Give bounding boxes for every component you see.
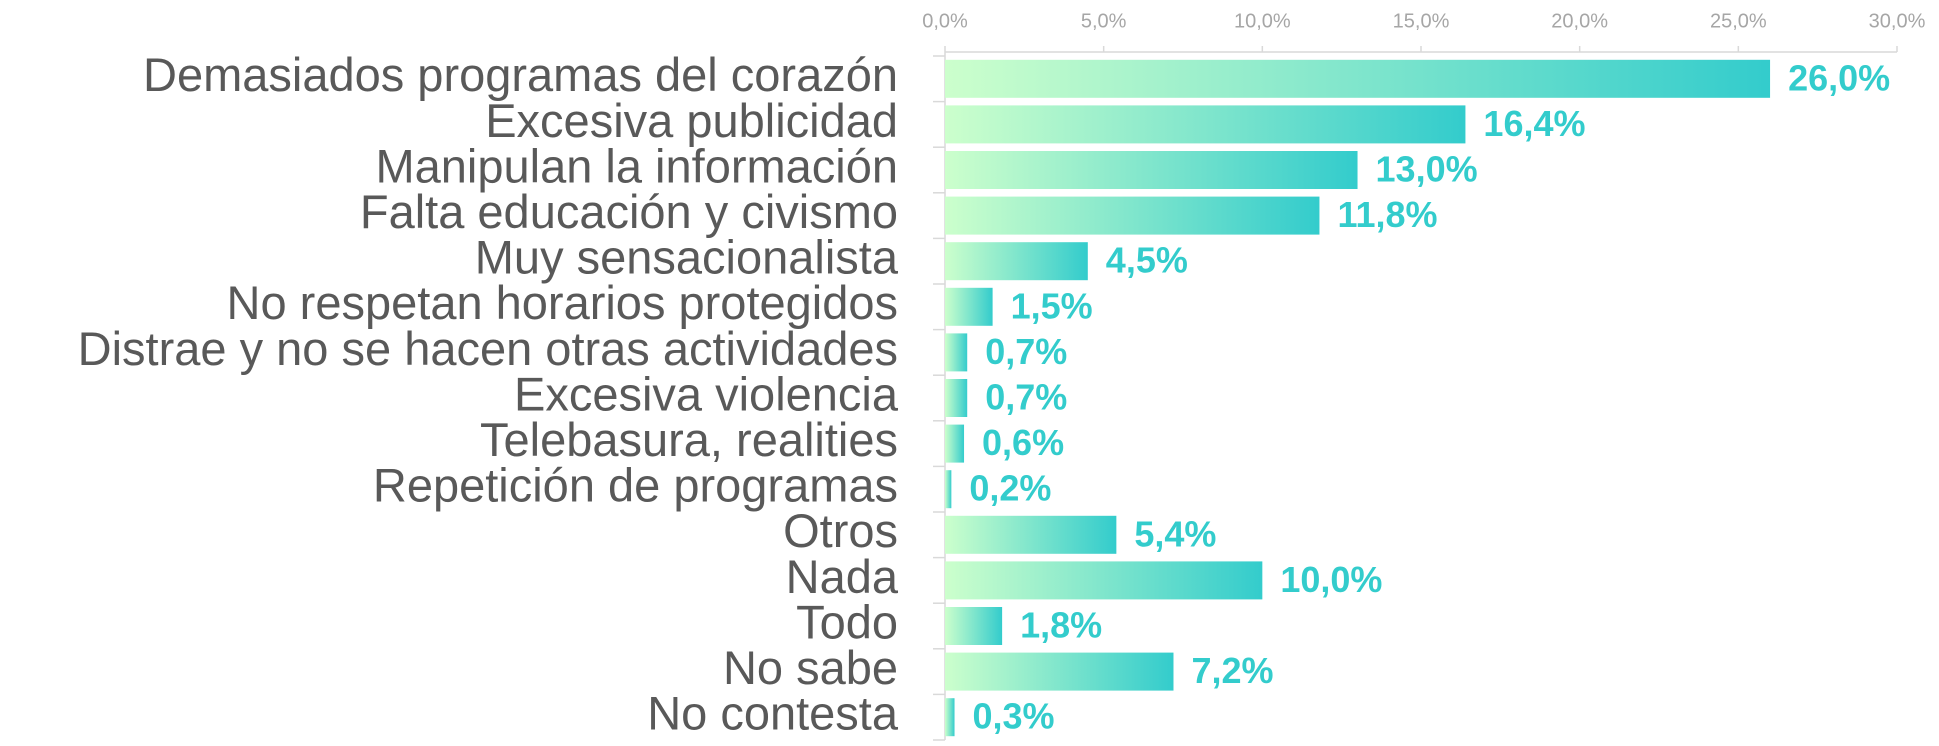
y-tick-label: Telebasura, realities bbox=[480, 413, 898, 466]
y-tick-label: No contesta bbox=[647, 687, 899, 740]
value-label: 26,0% bbox=[1788, 57, 1890, 98]
value-label: 0,3% bbox=[973, 696, 1055, 737]
x-tick-label: 10,0% bbox=[1234, 10, 1291, 32]
y-tick-label: No sabe bbox=[723, 641, 898, 694]
value-label: 16,4% bbox=[1483, 103, 1585, 144]
bar bbox=[945, 151, 1358, 189]
value-label: 0,7% bbox=[985, 331, 1067, 372]
value-label: 1,5% bbox=[1011, 285, 1093, 326]
y-tick-label: Falta educación y civismo bbox=[360, 185, 898, 238]
value-label: 5,4% bbox=[1134, 513, 1216, 554]
y-tick-label: Repetición de programas bbox=[373, 459, 898, 512]
y-tick-label: No respetan horarios protegidos bbox=[227, 276, 898, 329]
x-tick-label: 25,0% bbox=[1710, 10, 1767, 32]
x-tick-label: 20,0% bbox=[1551, 10, 1608, 32]
bar bbox=[945, 515, 1117, 554]
bar bbox=[945, 424, 965, 463]
bar bbox=[945, 59, 1771, 98]
value-label: 0,2% bbox=[969, 468, 1051, 509]
bar bbox=[945, 105, 1466, 144]
y-tick-label: Nada bbox=[786, 550, 899, 603]
value-label: 4,5% bbox=[1106, 240, 1188, 281]
value-label: 7,2% bbox=[1191, 650, 1273, 691]
value-label: 10,0% bbox=[1280, 559, 1382, 600]
x-tick-label: 15,0% bbox=[1393, 10, 1450, 32]
value-label: 11,8% bbox=[1337, 194, 1437, 235]
y-tick-label: Distrae y no se hacen otras actividades bbox=[78, 322, 898, 375]
y-tick-label: Demasiados programas del corazón bbox=[143, 48, 898, 101]
bar bbox=[945, 652, 1174, 691]
bar bbox=[945, 607, 1003, 645]
value-label: 1,8% bbox=[1020, 605, 1102, 646]
x-tick-label: 5,0% bbox=[1081, 10, 1127, 32]
bar bbox=[945, 470, 952, 509]
x-tick-label: 30,0% bbox=[1869, 10, 1926, 32]
bar bbox=[945, 196, 1320, 235]
y-tick-label: Manipulan la información bbox=[375, 139, 898, 192]
y-tick-label: Muy sensacionalista bbox=[475, 231, 899, 284]
bar bbox=[945, 698, 955, 737]
x-tick-label: 0,0% bbox=[922, 10, 968, 32]
y-tick-label: Excesiva publicidad bbox=[485, 94, 898, 147]
value-label: 0,6% bbox=[982, 422, 1064, 463]
y-tick-label: Todo bbox=[796, 595, 898, 648]
bar bbox=[945, 561, 1263, 600]
bar bbox=[945, 287, 993, 326]
value-label: 0,7% bbox=[985, 377, 1067, 418]
bar bbox=[945, 333, 968, 372]
y-tick-label: Excesiva violencia bbox=[514, 367, 899, 420]
value-label: 13,0% bbox=[1376, 149, 1478, 190]
y-tick-label: Otros bbox=[783, 504, 898, 557]
bar bbox=[945, 242, 1088, 281]
bar bbox=[945, 379, 968, 417]
